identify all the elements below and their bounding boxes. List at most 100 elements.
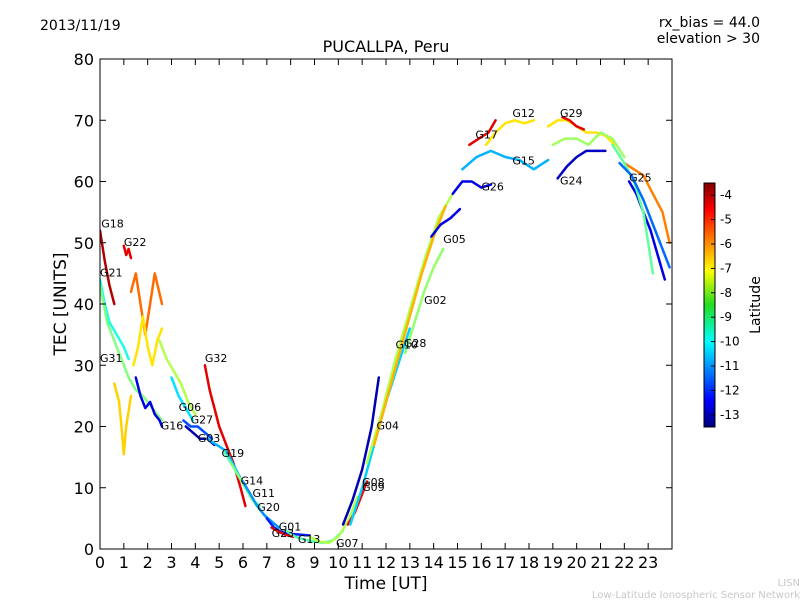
- x-tick-label: 15: [447, 553, 467, 572]
- satellite-label: G18: [101, 217, 124, 230]
- credit-network: Low-Latitude Ionospheric Sensor Network: [592, 590, 800, 600]
- x-tick-label: 6: [238, 553, 248, 572]
- satellite-label: G06: [179, 401, 202, 414]
- x-tick-label: 16: [471, 553, 491, 572]
- satellite-label: G12: [512, 107, 535, 120]
- satellite-label: G11: [253, 487, 276, 500]
- satellite-label: G17: [475, 129, 498, 142]
- colorbar-tick-label: -9: [720, 310, 732, 324]
- series-line-g02: [403, 247, 445, 355]
- y-tick-label: 50: [74, 234, 94, 253]
- satellite-label: G01: [279, 521, 302, 534]
- series-line-g20: [241, 480, 281, 529]
- colorbar-title: Latitude: [748, 276, 764, 334]
- series-line-lg2: [551, 131, 626, 159]
- satellite-label: G02: [424, 294, 447, 307]
- satellite-label: G08: [362, 476, 385, 489]
- x-tick-label: 23: [638, 553, 658, 572]
- x-tick-label: 13: [400, 553, 420, 572]
- colorbar-tick-label: -5: [720, 213, 732, 227]
- satellite-label: G09: [362, 481, 385, 494]
- satellite-label: G20: [257, 501, 280, 514]
- satellite-label: G29: [560, 107, 583, 120]
- colorbar: [703, 182, 716, 428]
- plot-area: [100, 59, 672, 549]
- x-tick-label: 5: [214, 553, 224, 572]
- x-axis-ticks: 0 1 2 3 4 5 6 7 8 9 10 11 12 13 14 15 16 17 18 19 20 21 22 23: [95, 59, 658, 572]
- x-tick-label: 9: [309, 553, 319, 572]
- satellite-label: G16: [161, 420, 184, 433]
- x-tick-label: 18: [519, 553, 539, 572]
- x-tick-label: 14: [423, 553, 443, 572]
- colorbar-tick-label: -4: [720, 188, 732, 202]
- satellite-label: G13: [298, 533, 321, 546]
- y-tick-label: 80: [74, 50, 94, 69]
- series-line-y2: [132, 315, 164, 367]
- series-layer: [100, 115, 671, 545]
- series-line-lg1: [158, 339, 197, 416]
- series-line-g08: [341, 376, 381, 526]
- series-line-bl2: [618, 161, 671, 269]
- series-line-g26: [451, 180, 493, 196]
- satellite-label: G19: [222, 447, 245, 460]
- series-line-g27: [182, 419, 214, 441]
- y-tick-label: 70: [74, 111, 94, 130]
- y-tick-label: 20: [74, 418, 94, 437]
- colorbar-tick-label: -10: [720, 335, 740, 349]
- x-tick-label: 20: [566, 553, 586, 572]
- x-tick-label: 0: [95, 553, 105, 572]
- y-tick-label: 60: [74, 173, 94, 192]
- satellite-label: G10: [396, 339, 419, 352]
- y-axis-title: TEC [UNITS]: [51, 252, 71, 356]
- credit-lisn: LISN: [778, 578, 800, 589]
- colorbar-ticks: -4 -5 -6 -7 -8 -9 -10 -11 -12 -13: [711, 188, 740, 422]
- y-axis-ticks: 0 10 20 30 40 50 60 70 80: [74, 50, 672, 559]
- y-tick-label: 0: [84, 540, 94, 559]
- x-tick-label: 3: [166, 553, 176, 572]
- series-line-g22: [122, 244, 133, 260]
- x-tick-label: 12: [376, 553, 396, 572]
- satellite-label: G15: [512, 154, 535, 167]
- elevation-label: elevation > 30: [657, 31, 760, 47]
- rx-bias-label: rx_bias = 44.0: [659, 15, 760, 31]
- x-tick-label: 21: [590, 553, 610, 572]
- colorbar-tick-label: -13: [720, 408, 740, 422]
- satellite-label: G23: [272, 527, 295, 540]
- series-line-g10: [365, 192, 454, 465]
- satellite-label: G03: [198, 432, 221, 445]
- satellite-label: G05: [443, 233, 466, 246]
- satellite-label: G24: [560, 175, 583, 188]
- satellite-label: G04: [376, 420, 399, 433]
- series-line-g23: [270, 526, 295, 539]
- series-line-g24: [556, 149, 607, 180]
- series-line-g17: [468, 119, 497, 147]
- x-tick-label: 1: [119, 553, 129, 572]
- series-line-g07: [308, 495, 359, 545]
- satellite-label: G27: [191, 413, 214, 426]
- series-line-g25: [627, 180, 667, 281]
- x-tick-label: 22: [614, 553, 634, 572]
- series-line-g28: [372, 204, 447, 447]
- satellite-label: G25: [629, 172, 652, 185]
- y-tick-label: 30: [74, 356, 94, 375]
- satellite-label: G21: [100, 266, 123, 279]
- satellite-label: G32: [205, 352, 228, 365]
- x-tick-label: 4: [190, 553, 200, 572]
- colorbar-tick-label: -12: [720, 383, 740, 397]
- series-line-g16: [134, 376, 164, 428]
- series-line-y1: [113, 382, 133, 456]
- series-line-g12: [484, 119, 536, 147]
- colorbar-tick-label: -6: [720, 237, 732, 251]
- date-label: 2013/11/19: [40, 18, 121, 34]
- satellite-label: G22: [124, 236, 147, 249]
- satellite-label: G26: [481, 181, 504, 194]
- series-line-g15: [461, 149, 550, 171]
- colorbar-tick-label: -8: [720, 286, 732, 300]
- series-line-g18: [100, 229, 116, 306]
- colorbar-tick-label: -7: [720, 261, 732, 275]
- satellite-label: G31: [100, 352, 123, 365]
- series-line-g06: [170, 376, 195, 422]
- y-tick-label: 40: [74, 295, 94, 314]
- series-line-yo: [623, 161, 671, 245]
